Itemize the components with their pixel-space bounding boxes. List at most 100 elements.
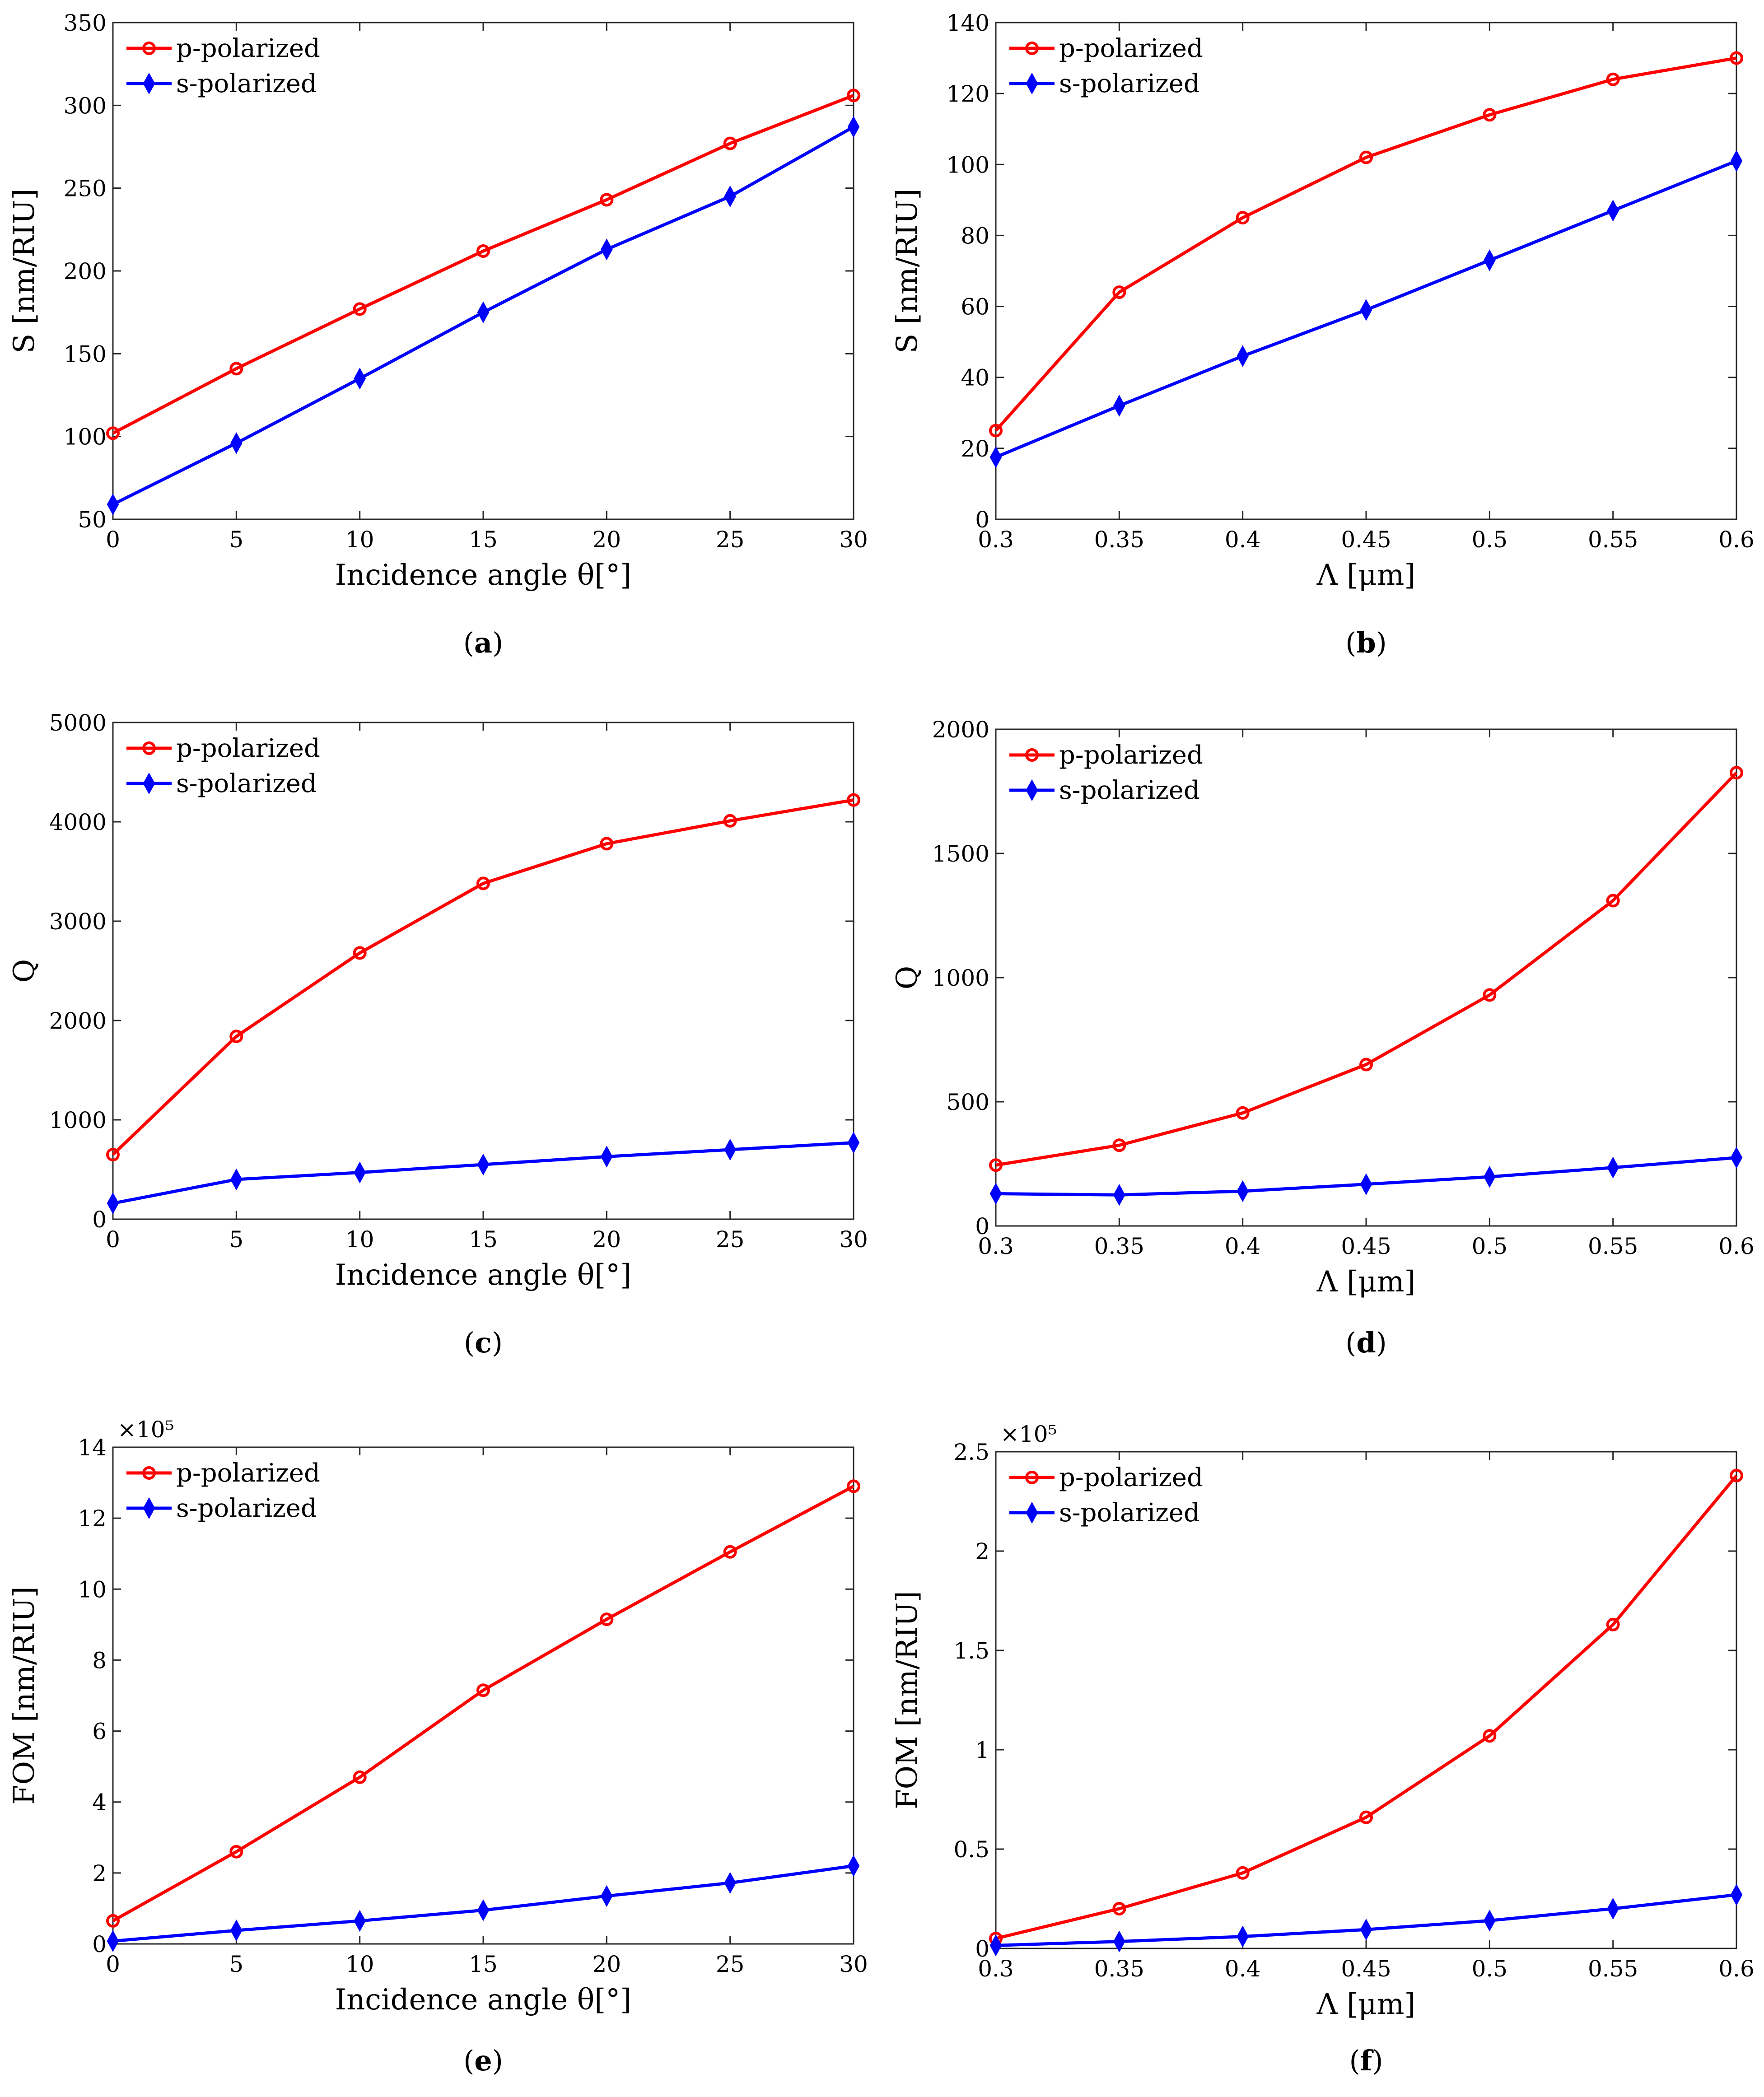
- legend-marker-p-polarized: [142, 1466, 156, 1480]
- data-point-s-polarized: [1484, 1910, 1496, 1932]
- x-tick-label: 10: [345, 1226, 374, 1253]
- data-point-s-polarized: [230, 432, 243, 454]
- x-tick-label: 0.55: [1588, 1233, 1638, 1259]
- y-tick-label: 350: [64, 10, 107, 36]
- y-tick-label: 250: [64, 176, 107, 202]
- y-tick-label: 12: [78, 1505, 107, 1532]
- data-point-s-polarized: [230, 1919, 243, 1942]
- x-tick-label: 0.4: [1225, 1233, 1261, 1259]
- y-tick-label: 200: [64, 258, 107, 284]
- data-point-s-polarized: [107, 1192, 119, 1214]
- data-point-s-polarized: [1113, 1184, 1125, 1206]
- data-point-s-polarized: [1607, 1897, 1619, 1920]
- x-tick-label: 0: [106, 1226, 120, 1253]
- data-point-p-polarized: [1112, 1902, 1126, 1915]
- data-point-p-polarized: [229, 362, 243, 376]
- data-point-p-polarized: [723, 1545, 737, 1559]
- y-tick-label: 2000: [49, 1008, 107, 1034]
- panel-caption: (d): [1345, 1326, 1387, 1359]
- y-tick-label: 20: [961, 436, 989, 462]
- data-point-s-polarized: [477, 1153, 490, 1176]
- data-point-s-polarized: [847, 1132, 860, 1154]
- data-point-p-polarized: [1606, 894, 1620, 908]
- data-point-p-polarized: [1606, 72, 1620, 86]
- data-point-p-polarized: [1483, 988, 1497, 1002]
- data-point-s-polarized: [477, 301, 490, 323]
- data-point-p-polarized: [600, 837, 614, 851]
- data-point-s-polarized: [724, 1872, 736, 1894]
- data-point-s-polarized: [724, 1138, 736, 1161]
- data-point-p-polarized: [847, 1479, 860, 1493]
- x-tick-label: 0.3: [978, 1233, 1014, 1259]
- data-point-p-polarized: [106, 1148, 120, 1161]
- chart-panel-d: 0.3 0.35 0.4 0.45 0.5 0.55 0.6 0 500 1000 1500 2000…: [891, 717, 1755, 1359]
- legend-marker-p-polarized: [1025, 748, 1039, 762]
- y-tick-label: 1: [975, 1737, 989, 1763]
- y-tick-label: 10: [78, 1576, 107, 1603]
- y-tick-label: 300: [64, 93, 107, 119]
- x-axis-label: Incidence angle θ[°]: [335, 1258, 631, 1292]
- data-point-s-polarized: [1484, 249, 1496, 271]
- x-tick-label: 20: [593, 527, 621, 553]
- data-point-s-polarized: [1360, 299, 1372, 321]
- data-point-p-polarized: [476, 244, 490, 258]
- x-tick-label: 30: [839, 1226, 868, 1253]
- y-tick-label: 60: [961, 294, 989, 320]
- legend-marker-s-polarized: [1026, 1501, 1038, 1524]
- x-tick-label: 0.4: [1225, 1956, 1261, 1982]
- legend-label-s-polarized: s-polarized: [1059, 1498, 1200, 1528]
- legend-label-p-polarized: p-polarized: [1059, 741, 1203, 770]
- data-point-p-polarized: [600, 1612, 614, 1626]
- data-point-p-polarized: [1483, 1729, 1497, 1743]
- y-tick-label: 0: [975, 507, 989, 533]
- y-tick-label: 14: [78, 1435, 107, 1461]
- data-point-p-polarized: [229, 1845, 243, 1859]
- data-point-p-polarized: [353, 302, 367, 316]
- legend-label-p-polarized: p-polarized: [1059, 1463, 1203, 1492]
- legend-label-s-polarized: s-polarized: [1059, 69, 1200, 98]
- legend-label-p-polarized: p-polarized: [176, 1459, 320, 1488]
- x-tick-label: 25: [716, 527, 745, 553]
- chart-panel-b: 0.3 0.35 0.4 0.45 0.5 0.55 0.6 0 20 40 60 80 100 120 1…: [891, 10, 1755, 659]
- y-axis-label: FOM [nm/RIU]: [891, 1591, 924, 1809]
- data-point-p-polarized: [1359, 1810, 1373, 1824]
- data-point-s-polarized: [989, 1183, 1002, 1205]
- data-point-s-polarized: [107, 1930, 119, 1952]
- data-point-s-polarized: [847, 116, 860, 138]
- panel-caption: (c): [464, 1326, 503, 1359]
- x-tick-label: 30: [839, 1951, 868, 1977]
- legend-marker-s-polarized: [143, 72, 155, 95]
- x-tick-label: 0.45: [1341, 1956, 1391, 1982]
- chart-panel-c: 0 5 10 15 20 25 30 0 1000 2000 3000 4000 5000 Inciden…: [8, 710, 868, 1359]
- data-point-s-polarized: [1607, 1156, 1619, 1179]
- legend-marker-p-polarized: [1025, 1471, 1039, 1484]
- data-point-s-polarized: [1360, 1173, 1372, 1195]
- legend-label-s-polarized: s-polarized: [176, 769, 317, 798]
- data-point-p-polarized: [989, 1158, 1003, 1172]
- chart-panel-e: 0 5 10 15 20 25 30 0 2 4 6 8 10 12 14 ×10⁵ Incidence ang…: [8, 1417, 868, 2077]
- legend-marker-s-polarized: [143, 1497, 155, 1519]
- y-tick-label: 1000: [49, 1107, 107, 1133]
- legend-label-p-polarized: p-polarized: [176, 734, 320, 763]
- data-point-p-polarized: [229, 1030, 243, 1044]
- x-tick-label: 10: [345, 1951, 374, 1977]
- data-point-p-polarized: [1112, 1138, 1126, 1152]
- panel-caption: (e): [463, 2044, 503, 2077]
- x-tick-label: 0.5: [1472, 1233, 1508, 1259]
- data-point-p-polarized: [600, 193, 614, 207]
- x-axis-label: Incidence angle θ[°]: [335, 1983, 631, 2017]
- y-tick-label: 6: [92, 1719, 107, 1745]
- data-point-p-polarized: [353, 946, 367, 960]
- data-point-s-polarized: [107, 493, 119, 516]
- legend-marker-s-polarized: [1026, 779, 1038, 802]
- data-point-s-polarized: [1607, 200, 1619, 222]
- y-tick-label: 1000: [932, 965, 989, 991]
- x-tick-label: 0.55: [1588, 1956, 1638, 1982]
- data-point-s-polarized: [1360, 1919, 1372, 1941]
- x-tick-label: 15: [469, 1226, 498, 1253]
- y-tick-label: 8: [92, 1647, 107, 1673]
- data-point-p-polarized: [723, 136, 737, 150]
- data-point-s-polarized: [354, 1161, 366, 1184]
- series-line-p-polarized: [995, 771, 1738, 1167]
